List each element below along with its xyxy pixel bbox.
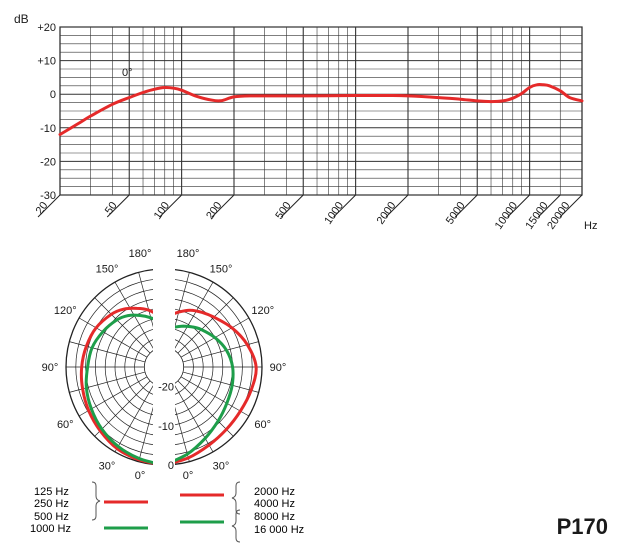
x-tick-mark [507,194,530,218]
x-tick-label: 50 [103,200,120,217]
x-tick-label: 20 [34,200,51,217]
radial-tick-label: -20 [158,382,174,394]
polar-curve [162,324,235,467]
y-tick-label: -30 [40,190,56,202]
polar-spoke [69,341,146,363]
legend-left-red-labels: 125 Hz 250 Hz 500 Hz [34,486,69,523]
legend-right-green-labels: 8000 Hz 16 000 Hz [254,511,304,536]
y-tick-label: -20 [40,156,56,168]
polar-curve [162,308,258,467]
x-tick-mark [280,194,304,218]
polar-curve [79,306,166,467]
angle-label: 30° [99,461,116,473]
x-tick-label: 20000 [545,200,572,232]
radial-tick-label: 0 [168,460,174,472]
y-tick-label: 0 [50,89,56,101]
x-tick-mark [454,194,478,218]
center-gap [153,258,175,478]
angle-label: 90° [270,362,287,374]
legend-right-red-labels: 2000 Hz 4000 Hz [254,486,295,510]
grid [59,26,583,196]
polar-spoke [78,317,148,358]
legend-label: 250 Hz [34,498,69,510]
angle-label: 0° [135,470,146,482]
polar-spoke [177,297,234,354]
polar-curves [79,306,258,467]
angle-label: 0° [183,470,194,482]
legend-brace-right [231,481,241,515]
legend-label: 8000 Hz [254,511,295,523]
y-tick-labels: +20 +10 0 -10 -20 -30 [37,22,56,202]
angle-label: 150° [210,263,233,275]
polar-spoke [94,297,151,354]
x-tick-mark [385,194,409,218]
x-tick-label: 1000 [322,200,346,227]
polar-spoke [94,380,151,437]
legend-label: 500 Hz [34,511,69,523]
frequency-response-curve [58,83,584,136]
legend-label: 16 000 Hz [254,524,304,536]
polar-pattern-chart: 0 -10 -20 0° 0° 30° 30° 60° 60° 90° 90° 120° 120° 15… [42,248,287,482]
x-tick-mark [106,194,130,218]
x-tick-mark [211,194,235,218]
angle-label: 60° [57,419,74,431]
legend-label: 4000 Hz [254,498,295,510]
angle-labels: 0° 0° 30° 30° 60° 60° 90° 90° 120° 120° 150° 150° 18… [42,248,287,482]
x-tick-label: 500 [273,200,293,222]
model-label: P170 [556,514,608,539]
x-tick-label: 100 [152,200,172,222]
legend-label: 2000 Hz [254,486,295,498]
curve-annotation: 0° [122,67,133,79]
angle-label: 90° [42,362,59,374]
legend: 125 Hz 250 Hz 500 Hz 1000 Hz 2000 Hz 400… [30,481,304,543]
polar-spoke [114,383,155,453]
polar-spoke [182,371,259,393]
y-tick-label: +20 [37,22,56,34]
legend-brace-left [91,481,101,521]
x-tick-mark [537,194,561,218]
x-tick-mark [559,194,583,218]
polar-curve [84,313,166,467]
y-tick-label: -10 [40,123,56,135]
angle-label: 150° [96,263,119,275]
angle-label: 120° [54,305,77,317]
angle-label: 180° [177,248,200,260]
radial-tick-labels: 0 -10 -20 [158,382,174,472]
legend-label: 125 Hz [34,486,69,498]
x-tick-label: 5000 [444,200,468,227]
frequency-response-chart: +20 +10 0 -10 -20 -30 20 50 100 200 500 1000 2000 50… [14,12,597,232]
x-tick-label: 2000 [375,200,399,227]
x-axis-label: Hz [584,220,597,232]
polar-spoke [180,376,250,417]
polar-spoke [173,383,214,453]
angle-label: 180° [129,248,152,260]
legend-brace-right [231,509,241,543]
y-axis-label: dB [14,12,29,26]
polar-spoke [173,281,214,351]
angle-label: 120° [251,305,274,317]
angle-label: 60° [254,419,271,431]
x-tick-label: 10000 [493,200,520,232]
polar-spoke [177,380,234,437]
legend-label: 1000 Hz [30,523,71,535]
y-tick-label: +10 [37,56,56,68]
x-tick-mark [159,194,182,218]
radial-tick-label: -10 [158,421,174,433]
x-tick-label: 200 [204,200,224,222]
angle-label: 30° [213,461,230,473]
x-tick-mark [333,194,356,218]
x-tick-mark [37,194,61,218]
